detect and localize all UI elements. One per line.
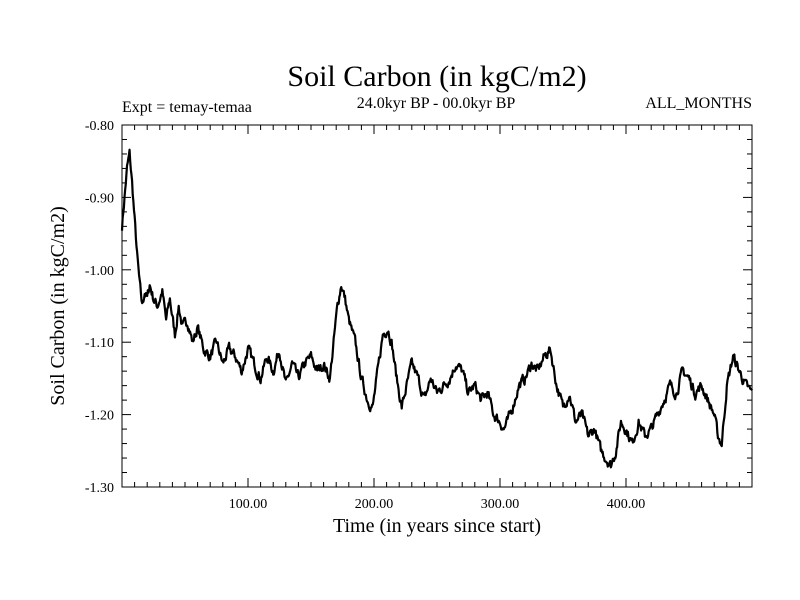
x-tick-label: 200.00 [355,497,394,512]
x-tick-label: 100.00 [229,497,268,512]
y-tick-label: -0.90 [85,191,114,206]
months-label: ALL_MONTHS [645,95,752,112]
series-line-soil-carbon [120,148,753,469]
y-tick-label: -1.20 [85,409,114,424]
x-tick-labels: 100.00 200.00 300.00 400.00 [229,497,646,512]
y-tick-label: -1.00 [85,264,114,279]
expt-label: Expt = temay-temaa [122,99,252,116]
y-tick-label: -1.10 [85,336,114,351]
y-tick-labels: -1.30 -1.20 -1.10 -1.00 -0.90 -0.80 [85,119,114,496]
x-axis-title: Time (in years since start) [333,515,541,537]
y-tick-label: -0.80 [85,119,114,134]
y-axis-title: Soil Carbon (in kgC/m2) [47,206,69,405]
ticks [122,125,752,487]
x-tick-label: 400.00 [607,497,646,512]
plot-frame [121,124,753,488]
period-label: 24.0kyr BP - 00.0kyr BP [357,95,516,112]
chart-title: Soil Carbon (in kgC/m2) [287,60,586,93]
x-tick-label: 300.00 [481,497,520,512]
y-tick-label: -1.30 [85,481,114,496]
